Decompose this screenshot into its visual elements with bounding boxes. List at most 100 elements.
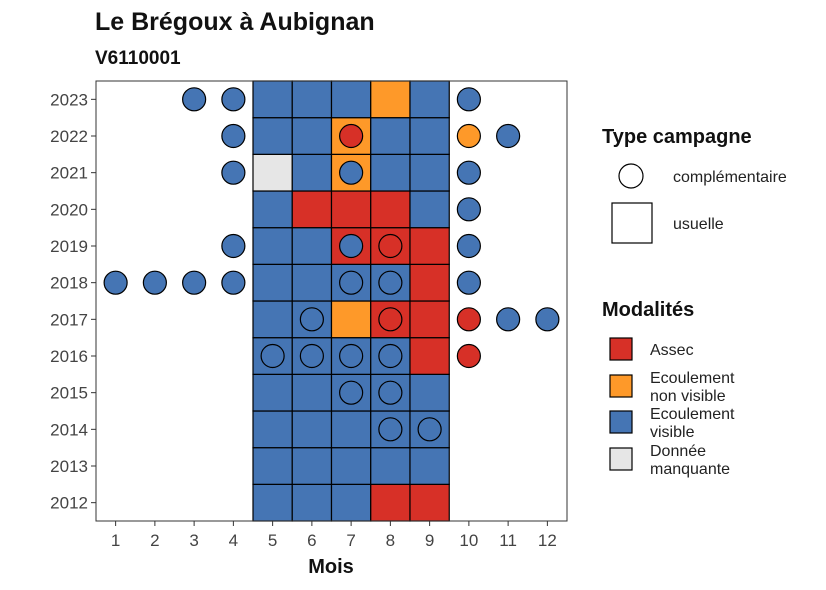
cell-2012-7 [330,483,372,522]
point-2015-8 [378,380,403,405]
cell-2014-7 [330,410,372,449]
cell-2013-9 [409,447,450,485]
point-2023-3 [182,87,207,112]
cell-2014-6 [291,410,333,449]
y-tick-label: 2021 [50,164,88,183]
point-2016-6 [299,343,324,369]
cell-2017-7 [330,300,372,339]
point-2019-10 [456,233,481,259]
point-2023-10 [456,87,481,112]
y-tick-label: 2018 [50,274,88,293]
chart-title: Le Brégoux à Aubignan [95,8,375,36]
legend-label-ecoulement-visible: visible [650,424,695,441]
legend-swatch-assec [609,337,633,361]
point-2016-8 [378,343,403,369]
cell-2018-6 [291,263,333,302]
cell-2013-5 [252,447,293,485]
cell-2023-6 [291,80,333,119]
x-tick-label: 12 [538,531,557,550]
cell-2019-6 [291,227,333,265]
cell-2018-9 [409,263,450,302]
cell-2023-7 [330,80,372,119]
y-tick-label: 2022 [50,127,88,146]
cell-2020-9 [409,190,450,229]
point-2019-4 [221,233,246,259]
point-2017-10 [456,307,481,332]
y-tick-label: 2013 [50,457,88,476]
point-2018-4 [221,270,246,295]
cell-2020-7 [330,190,372,229]
legend-swatch-ecoulement-visible [609,410,633,434]
legend-label-ecoulement-non-visible: Ecoulement [650,370,735,387]
legend-type-campagne: Type campagne complémentaire usuelle [602,126,787,244]
point-2019-8 [378,233,403,259]
point-2018-2 [142,270,167,295]
y-axis: 2012 2013 2014 2015 2016 2017 2018 2019 2020 2021… [50,90,96,513]
x-axis: 1 2 3 4 5 6 7 8 9 10 11 12 [111,521,557,550]
cell-2018-5 [252,263,293,302]
y-tick-label: 2020 [50,200,88,219]
point-2019-7 [339,233,364,259]
point-2018-3 [182,270,207,295]
point-2022-10 [456,123,481,149]
point-2023-4 [221,87,246,112]
cell-2013-7 [330,447,372,485]
point-2016-10 [456,343,481,369]
x-tick-label: 1 [111,531,120,550]
point-2018-7 [339,270,364,295]
cell-2023-9 [409,80,450,119]
y-tick-label: 2015 [50,384,88,403]
y-tick-label: 2014 [50,420,88,439]
point-2014-9 [417,417,442,442]
cell-2017-5 [252,300,293,339]
point-2018-10 [456,270,481,295]
cell-2013-8 [370,447,411,485]
point-2015-7 [339,380,364,405]
y-tick-label: 2016 [50,347,88,366]
cell-2021-9 [409,153,450,192]
cell-2015-5 [252,373,293,412]
point-2017-12 [535,307,560,332]
point-2022-11 [496,123,521,149]
complementary-points [103,87,560,442]
cell-2021-8 [370,153,411,192]
x-tick-label: 9 [425,531,434,550]
y-tick-label: 2017 [50,310,88,329]
cell-2022-9 [409,117,450,155]
y-tick-label: 2012 [50,494,88,513]
plot-border [95,80,568,522]
chart-subtitle: V6110001 [95,48,181,69]
x-tick-label: 7 [346,531,355,550]
cell-2019-9 [409,227,450,265]
legend-label-ecoulement-non-visible: non visible [650,388,726,405]
x-tick-label: 10 [459,531,478,550]
legend-swatch-donnee-manquante [609,447,633,471]
cell-2012-6 [291,483,333,522]
point-2021-4 [221,160,246,185]
cell-2022-5 [252,117,293,155]
x-tick-label: 2 [150,531,159,550]
cell-2022-8 [370,117,411,155]
point-2022-4 [221,123,246,149]
cell-2012-9 [409,483,450,522]
cell-2020-6 [291,190,333,229]
legend-label-donnee-manquante: Donnée [650,443,706,460]
point-2016-7 [339,343,364,369]
cell-2022-6 [291,117,333,155]
x-tick-label: 8 [386,531,395,550]
y-tick-label: 2019 [50,237,88,256]
legend-label-ecoulement-visible: Ecoulement [650,406,735,423]
cell-2016-9 [409,337,450,375]
cell-2021-5 [252,153,293,192]
legend-modalites-title: Modalités [602,299,694,321]
point-2018-8 [378,270,403,295]
point-2017-11 [496,307,521,332]
cell-2013-6 [291,447,333,485]
point-2016-5 [260,343,285,369]
point-2018-1 [103,270,128,295]
usual-cells [252,80,450,522]
cell-2020-8 [370,190,411,229]
x-tick-label: 5 [268,531,277,550]
